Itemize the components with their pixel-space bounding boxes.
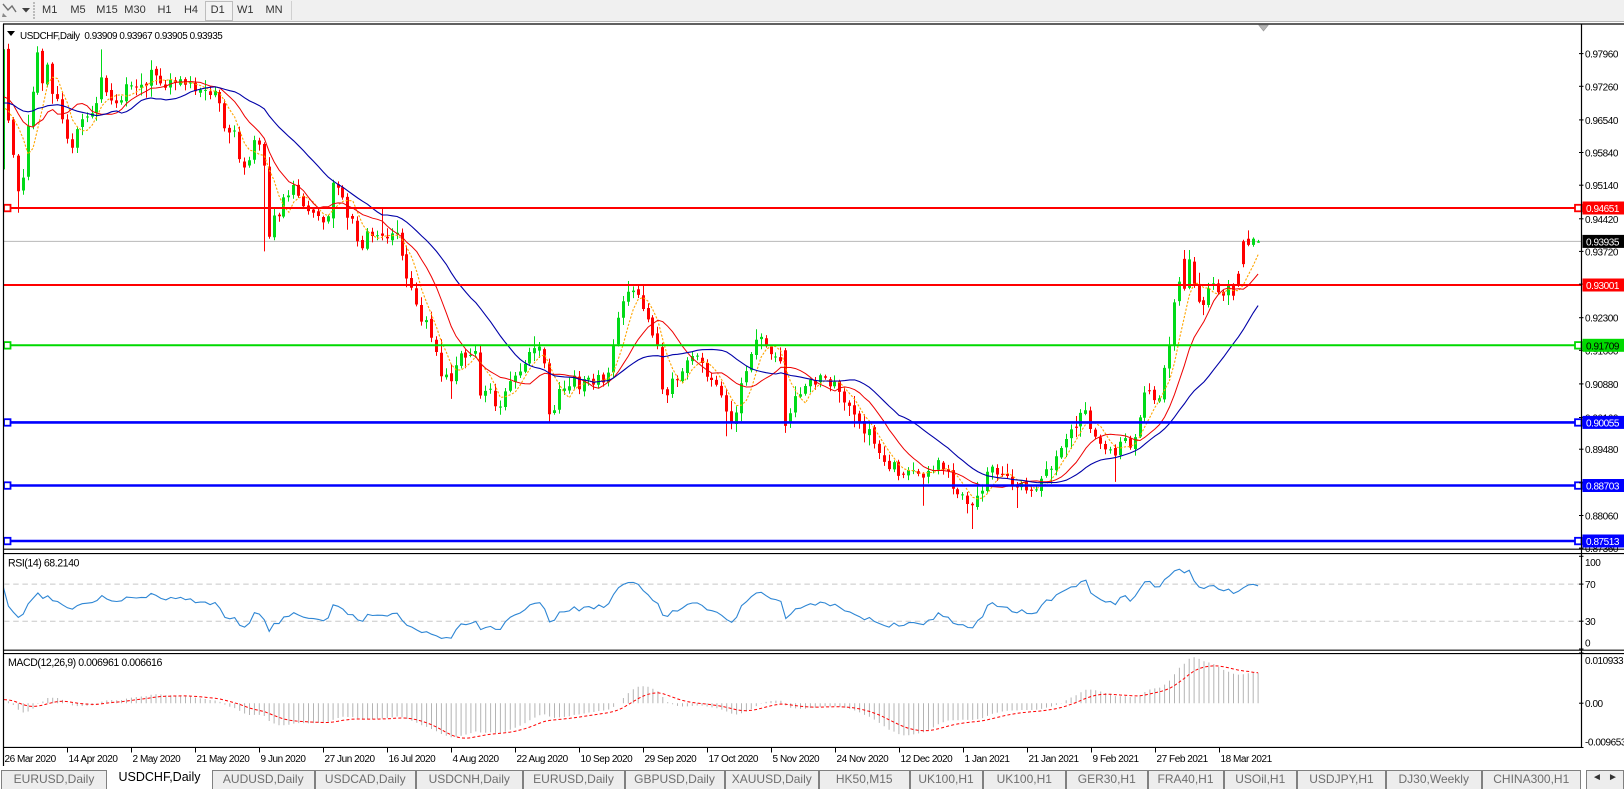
svg-text:0.87513: 0.87513 <box>1586 537 1620 548</box>
svg-text:0.88703: 0.88703 <box>1586 482 1620 493</box>
svg-text:0.96540: 0.96540 <box>1585 116 1619 127</box>
svg-text:0.90055: 0.90055 <box>1586 418 1620 429</box>
svg-text:0.95840: 0.95840 <box>1585 149 1619 160</box>
svg-text:10 Sep 2020: 10 Sep 2020 <box>581 754 634 765</box>
svg-text:0.87360: 0.87360 <box>1585 544 1619 555</box>
svg-text:27 Jun 2020: 27 Jun 2020 <box>325 754 376 765</box>
svg-text:0.00: 0.00 <box>1585 699 1604 710</box>
svg-text:4 Aug 2020: 4 Aug 2020 <box>453 754 500 765</box>
svg-text:29 Sep 2020: 29 Sep 2020 <box>645 754 698 765</box>
svg-text:0.93935: 0.93935 <box>1586 237 1620 248</box>
svg-text:0.93720: 0.93720 <box>1585 247 1619 258</box>
svg-text:27 Feb 2021: 27 Feb 2021 <box>1157 754 1209 765</box>
svg-text:0.95140: 0.95140 <box>1585 181 1619 192</box>
svg-text:0.89480: 0.89480 <box>1585 445 1619 456</box>
svg-text:RSI(14) 68.2140: RSI(14) 68.2140 <box>8 558 80 570</box>
svg-text:24 Nov 2020: 24 Nov 2020 <box>837 754 890 765</box>
svg-text:9 Jun 2020: 9 Jun 2020 <box>261 754 307 765</box>
svg-text:0.94651: 0.94651 <box>1586 204 1620 215</box>
svg-text:21 Jan 2021: 21 Jan 2021 <box>1029 754 1080 765</box>
svg-text:26 Mar 2020: 26 Mar 2020 <box>5 754 57 765</box>
svg-text:USDCHF,Daily 0.93909 0.93967: USDCHF,Daily 0.93909 0.93967 0.93905 0.9… <box>20 31 223 42</box>
svg-text:0.90880: 0.90880 <box>1585 380 1619 391</box>
svg-text:16 Jul 2020: 16 Jul 2020 <box>389 754 437 765</box>
svg-text:70: 70 <box>1585 580 1596 591</box>
svg-text:5 Nov 2020: 5 Nov 2020 <box>773 754 821 765</box>
svg-text:0.93001: 0.93001 <box>1586 281 1620 292</box>
svg-text:22 Aug 2020: 22 Aug 2020 <box>517 754 569 765</box>
svg-text:0.91709: 0.91709 <box>1586 341 1620 352</box>
svg-text:-0.009653: -0.009653 <box>1585 737 1624 748</box>
svg-text:MACD(12,26,9) 0.006961 0.00661: MACD(12,26,9) 0.006961 0.006616 <box>8 657 162 669</box>
svg-text:1 Jan 2021: 1 Jan 2021 <box>965 754 1011 765</box>
svg-text:0.97960: 0.97960 <box>1585 50 1619 61</box>
svg-text:0: 0 <box>1585 639 1591 650</box>
svg-text:0.88060: 0.88060 <box>1585 512 1619 523</box>
svg-text:2 May 2020: 2 May 2020 <box>133 754 182 765</box>
svg-text:18 Mar 2021: 18 Mar 2021 <box>1221 754 1273 765</box>
svg-text:17 Oct 2020: 17 Oct 2020 <box>709 754 759 765</box>
svg-text:100: 100 <box>1585 558 1601 569</box>
svg-text:30: 30 <box>1585 617 1596 628</box>
svg-text:0.97260: 0.97260 <box>1585 82 1619 93</box>
svg-text:0.92300: 0.92300 <box>1585 314 1619 325</box>
svg-text:0.010933: 0.010933 <box>1585 656 1624 667</box>
svg-text:21 May 2020: 21 May 2020 <box>197 754 251 765</box>
svg-text:12 Dec 2020: 12 Dec 2020 <box>901 754 954 765</box>
svg-text:0.94420: 0.94420 <box>1585 215 1619 226</box>
svg-text:9 Feb 2021: 9 Feb 2021 <box>1093 754 1140 765</box>
svg-text:14 Apr 2020: 14 Apr 2020 <box>69 754 119 765</box>
